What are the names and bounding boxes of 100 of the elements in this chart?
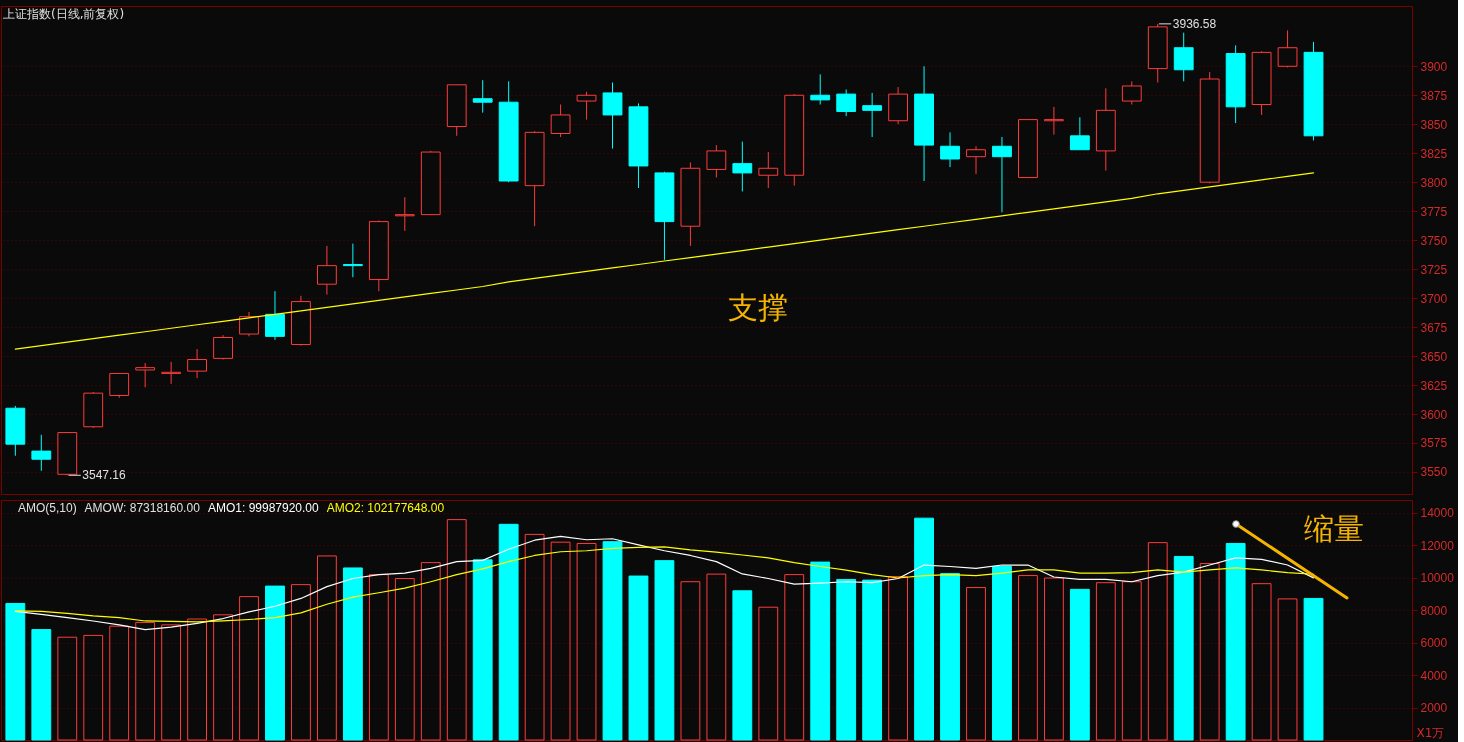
candlestick <box>940 131 960 168</box>
annotation: 支撑 <box>728 289 788 325</box>
chart-title: AMO(5,10) <box>18 501 77 515</box>
bar <box>706 573 727 741</box>
annotation: 缩量 <box>1304 511 1365 546</box>
bar <box>654 560 675 741</box>
text: 3547.16 <box>82 468 126 483</box>
bar <box>1121 581 1142 741</box>
chart-subtitle: AMOW: 87318160.00 <box>84 501 201 515</box>
y-tick-label: 3625 <box>1420 378 1448 393</box>
bar <box>550 541 571 741</box>
bar <box>1018 575 1038 741</box>
bar <box>368 574 389 741</box>
candlestick <box>239 311 259 337</box>
text: AMO2: 102177648.00 <box>326 501 445 515</box>
y-tick-label: 3850 <box>1420 117 1448 132</box>
bar <box>161 624 182 741</box>
y-tick-label: 10000 <box>1420 571 1455 586</box>
candlestick <box>966 145 986 175</box>
candlestick <box>576 91 597 121</box>
y-tick-label: 4000 <box>1420 668 1448 683</box>
y-tick-label: 3700 <box>1420 291 1448 306</box>
candlestick <box>706 144 727 179</box>
candlestick <box>758 151 779 189</box>
candlestick <box>1121 80 1142 106</box>
candlestick <box>732 141 753 192</box>
bar <box>472 559 493 741</box>
y-tick-label: 3725 <box>1420 262 1448 277</box>
y-tick-label: 3875 <box>1420 88 1448 103</box>
bar <box>394 577 415 741</box>
text: 3936.58 <box>1172 16 1217 31</box>
candlestick <box>472 79 493 114</box>
bar <box>1251 583 1272 741</box>
y-tick-label: 8000 <box>1420 603 1448 618</box>
bar <box>1069 588 1090 741</box>
candlestick <box>1043 106 1064 136</box>
bar <box>187 618 208 741</box>
bar <box>1225 542 1246 741</box>
bar <box>1043 577 1064 741</box>
bar <box>914 517 934 741</box>
bar <box>628 575 649 741</box>
bar <box>1095 582 1116 741</box>
candlestick <box>602 82 623 150</box>
y-tick-label: 3575 <box>1420 436 1448 451</box>
bar <box>57 636 78 741</box>
candlestick <box>109 372 130 399</box>
bar <box>888 576 909 741</box>
y-tick-label: 3800 <box>1420 175 1448 190</box>
text: AMO1: 99987920.00 <box>207 501 320 515</box>
bar <box>31 629 52 741</box>
y-tick-label: 3675 <box>1420 320 1448 335</box>
y-tick-label: 3900 <box>1420 59 1448 74</box>
y-tick-label: 3750 <box>1420 233 1448 248</box>
bar <box>83 634 104 741</box>
candlestick <box>265 290 285 341</box>
bar <box>5 602 26 741</box>
line-series <box>14 172 1315 350</box>
bar <box>265 585 285 741</box>
candlestick <box>1173 32 1194 82</box>
bar <box>1173 555 1194 741</box>
candlestick <box>342 243 363 278</box>
bar <box>420 562 441 741</box>
y-axis-title: X1万 <box>1416 725 1445 740</box>
candlestick <box>135 362 156 388</box>
candlestick <box>1277 29 1298 68</box>
bar <box>836 578 857 741</box>
bar <box>239 596 259 741</box>
bar <box>992 565 1012 741</box>
bar <box>862 579 883 741</box>
bar <box>966 587 986 741</box>
candlestick <box>317 245 337 296</box>
y-tick-label: 14000 <box>1420 506 1455 521</box>
bar <box>1199 563 1220 741</box>
bar <box>680 581 701 741</box>
chart-title: 上证指数(日线,前复权) <box>3 7 125 21</box>
bar <box>940 573 960 741</box>
candlestick <box>213 334 233 361</box>
bar <box>446 519 467 741</box>
bar <box>135 621 156 741</box>
candlestick <box>862 92 883 138</box>
bar <box>213 614 233 741</box>
y-tick-label: 3600 <box>1420 407 1448 422</box>
candlestick <box>394 196 415 232</box>
bar <box>576 542 597 741</box>
y-tick-label: 2000 <box>1420 701 1448 716</box>
bar <box>109 625 130 741</box>
candlestick <box>836 88 857 117</box>
y-tick-label: 3650 <box>1420 349 1448 364</box>
bar <box>602 541 623 741</box>
bar <box>342 567 363 741</box>
y-tick-label: 6000 <box>1420 636 1448 651</box>
candlestick <box>31 434 52 472</box>
bar <box>317 555 337 741</box>
candlestick <box>187 348 208 379</box>
y-tick-label: 12000 <box>1420 538 1455 553</box>
y-tick-label: 3550 <box>1420 465 1448 480</box>
bar <box>291 584 311 741</box>
candlestick <box>810 73 831 106</box>
bar <box>732 590 753 741</box>
bar <box>1277 598 1298 741</box>
